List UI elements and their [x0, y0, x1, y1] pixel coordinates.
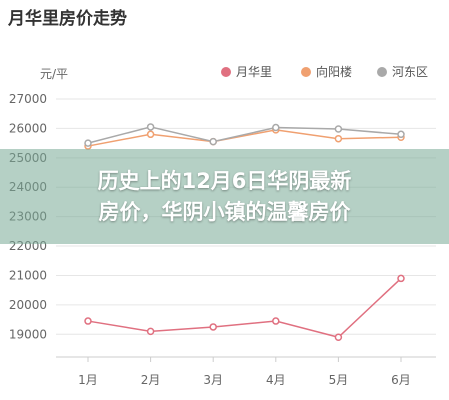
- data-point: [146, 327, 155, 336]
- data-point: [146, 123, 155, 131]
- data-point: [146, 130, 155, 139]
- y-tick-label: 19000: [9, 327, 47, 341]
- legend-marker: [377, 67, 387, 77]
- overlay-caption: 历史上的12月6日华阴最新 房价，华阴小镇的温馨房价: [0, 166, 449, 228]
- data-point: [272, 317, 280, 325]
- series-line-2: [87, 129, 402, 147]
- data-point: [397, 130, 405, 139]
- x-tick-label: 3月: [203, 373, 223, 387]
- legend-label: 月华里: [236, 65, 272, 79]
- overlay-banner: [0, 149, 449, 244]
- x-tick-label: 2月: [141, 373, 161, 387]
- legend-marker: [221, 67, 231, 77]
- page-title: 月华里房价走势: [8, 9, 127, 29]
- data-point: [272, 123, 280, 132]
- data-point: [84, 317, 92, 325]
- legend-label: 河东区: [392, 65, 428, 79]
- data-point: [334, 333, 343, 341]
- overlay-line-2: 房价，华阴小镇的温馨房价: [98, 200, 351, 224]
- x-tick-label: 6月: [391, 373, 411, 387]
- x-tick-label: 4月: [266, 373, 286, 387]
- legend-marker: [301, 67, 311, 77]
- y-tick-label: 26000: [9, 121, 47, 135]
- data-point: [334, 134, 343, 143]
- overlay-line-1: 历史上的12月6日华阴最新: [97, 169, 352, 193]
- x-tick-label: 5月: [329, 373, 349, 387]
- legend-label: 向阳楼: [316, 64, 352, 79]
- data-point: [209, 323, 217, 331]
- data-point: [334, 125, 343, 133]
- x-tick-label: 1月: [78, 373, 98, 387]
- series-line-3: [87, 126, 402, 144]
- y-tick-label: 27000: [9, 92, 47, 106]
- y-tick-label: 20000: [9, 298, 47, 312]
- y-tick-label: 21000: [9, 268, 47, 282]
- data-point: [209, 137, 217, 146]
- y-axis-label: 元/平: [40, 67, 68, 81]
- data-point: [84, 139, 92, 147]
- data-point: [397, 274, 405, 283]
- series-line-1: [87, 277, 402, 339]
